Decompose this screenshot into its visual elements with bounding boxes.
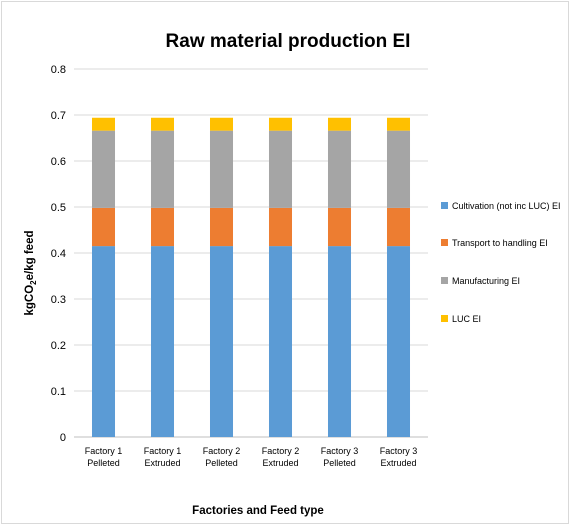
bar-segment	[268, 117, 293, 131]
legend-swatch	[441, 202, 448, 209]
bar-segment	[209, 130, 234, 208]
legend-label: Transport to handling EI	[452, 238, 548, 248]
gridlines	[74, 68, 428, 438]
bar-segment	[209, 207, 234, 247]
bar-segment	[268, 130, 293, 208]
y-tick-label: 0.6	[51, 156, 66, 168]
legend-label: LUC EI	[452, 314, 481, 324]
bar-segment	[209, 117, 234, 131]
x-tick-label: Extruded	[380, 458, 416, 468]
x-tick-label: Extruded	[144, 458, 180, 468]
legend-item: Cultivation (not inc LUC) EI	[441, 201, 561, 211]
y-tick-label: 0.4	[51, 248, 66, 260]
legend-swatch	[441, 239, 448, 246]
x-tick-label: Factory 3	[380, 446, 418, 456]
y-tick-label: 0.5	[51, 202, 66, 214]
x-tick-label: Pelleted	[323, 458, 356, 468]
legend-item: Manufacturing EI	[441, 276, 520, 286]
legend-swatch	[441, 315, 448, 322]
bar-segment	[327, 117, 352, 131]
bars	[91, 117, 411, 437]
x-tick-label: Extruded	[262, 458, 298, 468]
bar-segment	[150, 246, 175, 437]
legend-label: Manufacturing EI	[452, 276, 520, 286]
bar-segment	[268, 246, 293, 437]
chart-title: Raw material production EI	[166, 31, 411, 52]
y-tick-labels: 0 0.1 0.2 0.3 0.4 0.5 0.6 0.7 0.8	[51, 64, 66, 444]
bar-segment	[327, 130, 352, 208]
y-axis-title: kgCO2e/kg feed	[24, 231, 38, 316]
legend: Cultivation (not inc LUC) EI Transport to…	[441, 201, 561, 324]
y-tick-label: 0.2	[51, 340, 66, 352]
y-tick-label: 0.7	[51, 110, 66, 122]
x-tick-label: Factory 1	[85, 446, 123, 456]
bar-segment	[91, 246, 116, 437]
bar-segment	[386, 207, 411, 247]
x-tick-label: Factory 2	[262, 446, 300, 456]
x-tick-label: Factory 2	[203, 446, 241, 456]
bar-segment	[386, 130, 411, 208]
x-tick-labels: Factory 1 Pelleted Factory 1 Extruded Factor…	[85, 446, 418, 468]
x-tick-label: Pelleted	[205, 458, 238, 468]
legend-swatch	[441, 277, 448, 284]
bar-segment	[386, 246, 411, 437]
bar-segment	[91, 117, 116, 131]
x-tick-label: Pelleted	[87, 458, 120, 468]
bar-segment	[209, 246, 234, 437]
y-tick-label: 0.3	[51, 294, 66, 306]
y-tick-label: 0.1	[51, 386, 66, 398]
bar-segment	[91, 130, 116, 208]
bar-segment	[150, 207, 175, 247]
legend-label: Cultivation (not inc LUC) EI	[452, 201, 561, 211]
bar-segment	[91, 207, 116, 247]
y-tick-label: 0.8	[51, 64, 66, 76]
x-tick-label: Factory 1	[144, 446, 182, 456]
bar-segment	[150, 130, 175, 208]
x-tick-label: Factory 3	[321, 446, 359, 456]
bar-segment	[268, 207, 293, 247]
legend-item: LUC EI	[441, 314, 481, 324]
bar-segment	[327, 207, 352, 247]
bar-segment	[386, 117, 411, 131]
bar-segment	[150, 117, 175, 131]
y-tick-label: 0	[60, 432, 66, 444]
bar-segment	[327, 246, 352, 437]
x-axis-title: Factories and Feed type	[192, 505, 324, 517]
legend-item: Transport to handling EI	[441, 238, 548, 248]
